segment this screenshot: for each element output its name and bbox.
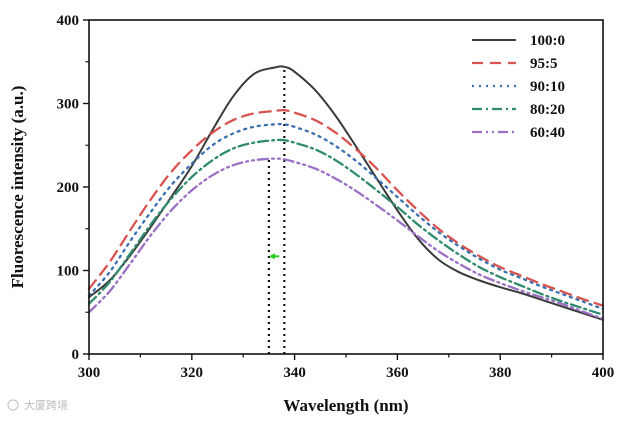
x-axis-title: Wavelength (nm)	[283, 396, 408, 415]
y-tick-label: 200	[57, 180, 80, 196]
axis-ticks-group	[83, 19, 604, 360]
x-tick-label: 400	[592, 365, 615, 381]
series-line-60-40	[87, 157, 605, 321]
y-tick-label: 100	[57, 264, 80, 280]
legend-label-80-20: 80:20	[530, 102, 565, 118]
x-tick-label: 320	[181, 365, 204, 381]
watermark-logo-icon	[7, 399, 19, 411]
y-tick-label: 400	[57, 13, 80, 29]
x-tick-label: 380	[489, 365, 512, 381]
series-line-80-20	[87, 138, 605, 316]
annotations-group	[267, 66, 286, 354]
shift-arrow-head	[268, 253, 275, 260]
watermark-text: 大厦跨境	[24, 398, 68, 412]
watermark: 大厦跨境	[7, 398, 68, 412]
y-tick-label: 300	[57, 97, 80, 113]
series-line-90-10	[87, 122, 605, 311]
legend-label-100-0: 100:0	[530, 33, 565, 49]
series-group	[87, 65, 605, 321]
x-tick-label: 340	[283, 365, 306, 381]
x-tick-label: 360	[386, 365, 409, 381]
legend: 100:0 95:5 90:10 80:20 60:40	[472, 33, 565, 141]
series-line-95-5	[87, 108, 605, 307]
legend-label-95-5: 95:5	[530, 56, 558, 72]
y-axis-title: Fluorescence intensity (a.u.)	[8, 86, 27, 289]
series-line-100-0	[88, 65, 604, 321]
x-tick-label: 300	[78, 365, 101, 381]
legend-label-90-10: 90:10	[530, 79, 565, 95]
y-tick-label: 0	[72, 347, 80, 363]
plot-frame	[88, 19, 604, 355]
legend-label-60-40: 60:40	[530, 125, 565, 141]
tick-labels-group: 300 320 340 360 380 400 0 100 200 300 400	[57, 13, 615, 381]
